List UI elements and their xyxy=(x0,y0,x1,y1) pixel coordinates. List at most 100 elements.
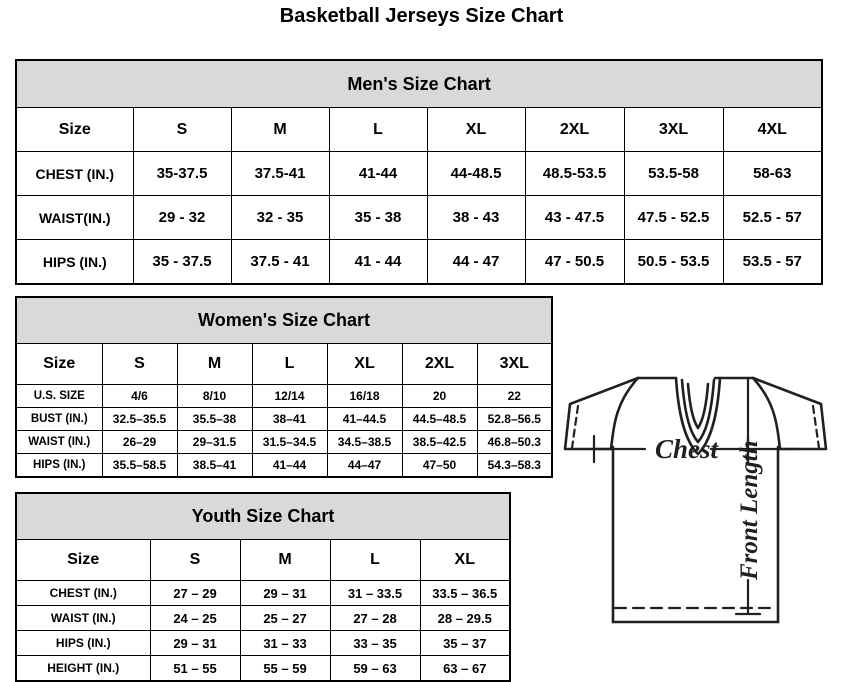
jersey-measurement-diagram: Chest Front Length xyxy=(548,352,843,674)
jersey-right-sleeve-hem xyxy=(811,404,821,450)
table-header-row: Size S M L XL 2XL 3XL 4XL xyxy=(15,107,823,152)
jersey-right-sleeve-outline xyxy=(751,376,828,451)
table-cell: 12/14 xyxy=(251,384,328,408)
table-cell: 38.5–42.5 xyxy=(401,430,478,454)
column-header-size: Size xyxy=(15,539,151,581)
table-row: WAIST (IN.) 26–29 29–31.5 31.5–34.5 34.5… xyxy=(15,430,553,454)
column-header-l: L xyxy=(251,343,328,385)
table-cell: 28 – 29.5 xyxy=(419,605,511,631)
table-cell: 53.5-58 xyxy=(623,151,724,196)
table-row: HIPS (IN.) 35.5–58.5 38.5–41 41–44 44–47… xyxy=(15,453,553,478)
table-cell: 37.5-41 xyxy=(230,151,330,196)
jersey-left-armhole xyxy=(609,376,640,451)
table-row: WAIST(IN.) 29 - 32 32 - 35 35 - 38 38 - … xyxy=(15,195,823,240)
column-header-2xl: 2XL xyxy=(401,343,478,385)
table-cell: 22 xyxy=(476,384,553,408)
row-label-hips: HIPS (IN.) xyxy=(15,453,103,478)
mens-chart-caption: Men's Size Chart xyxy=(15,59,823,108)
table-row: HIPS (IN.) 35 - 37.5 37.5 - 41 41 - 44 4… xyxy=(15,239,823,285)
table-cell: 34.5–38.5 xyxy=(326,430,403,454)
jersey-left-sleeve-outline xyxy=(563,376,640,451)
table-cell: 37.5 - 41 xyxy=(230,239,330,285)
column-header-3xl: 3XL xyxy=(476,343,553,385)
table-row: U.S. SIZE 4/6 8/10 12/14 16/18 20 22 xyxy=(15,384,553,408)
jersey-right-armhole xyxy=(751,376,782,451)
table-cell: 35 – 37 xyxy=(419,630,511,656)
table-cell: 51 – 55 xyxy=(149,655,241,682)
table-cell: 44 - 47 xyxy=(426,239,526,285)
column-header-m: M xyxy=(230,107,330,152)
row-label-height: HEIGHT (IN.) xyxy=(15,655,151,682)
womens-size-chart-table: Women's Size Chart Size S M L XL 2XL 3XL… xyxy=(15,296,554,478)
column-header-s: S xyxy=(132,107,232,152)
jersey-vneck-outer xyxy=(674,376,722,456)
table-cell: 52.5 - 57 xyxy=(722,195,823,240)
column-header-s: S xyxy=(101,343,178,385)
table-cell: 46.8–50.3 xyxy=(476,430,553,454)
column-header-xl: XL xyxy=(326,343,403,385)
column-header-l: L xyxy=(329,539,421,581)
table-row: BUST (IN.) 32.5–35.5 35.5–38 38–41 41–44… xyxy=(15,407,553,431)
table-cell: 32.5–35.5 xyxy=(101,407,178,431)
table-row: WAIST (IN.) 24 – 25 25 – 27 27 – 28 28 –… xyxy=(15,605,511,631)
womens-chart-caption: Women's Size Chart xyxy=(15,296,553,344)
table-cell: 41–44.5 xyxy=(326,407,403,431)
chest-label: Chest xyxy=(655,434,720,464)
column-header-2xl: 2XL xyxy=(524,107,625,152)
table-cell: 27 – 28 xyxy=(329,605,421,631)
table-header-row: Size S M L XL 2XL 3XL xyxy=(15,343,553,385)
table-cell: 44–47 xyxy=(326,453,403,478)
table-cell: 44-48.5 xyxy=(426,151,526,196)
table-cell: 33 – 35 xyxy=(329,630,421,656)
youth-chart-caption: Youth Size Chart xyxy=(15,492,511,540)
column-header-l: L xyxy=(328,107,428,152)
row-label-hips: HIPS (IN.) xyxy=(15,239,134,285)
table-cell: 47 - 50.5 xyxy=(524,239,625,285)
table-cell: 35-37.5 xyxy=(132,151,232,196)
table-cell: 44.5–48.5 xyxy=(401,407,478,431)
table-cell: 54.3–58.3 xyxy=(476,453,553,478)
row-label-waist: WAIST(IN.) xyxy=(15,195,134,240)
table-cell: 38 - 43 xyxy=(426,195,526,240)
column-header-m: M xyxy=(239,539,331,581)
table-cell: 31.5–34.5 xyxy=(251,430,328,454)
table-cell: 32 - 35 xyxy=(230,195,330,240)
table-cell: 43 - 47.5 xyxy=(524,195,625,240)
table-cell: 41-44 xyxy=(328,151,428,196)
table-header-row: Size S M L XL xyxy=(15,539,511,581)
table-caption-row: Youth Size Chart xyxy=(15,492,511,540)
table-row: HIPS (IN.) 29 – 31 31 – 33 33 – 35 35 – … xyxy=(15,630,511,656)
table-cell: 38.5–41 xyxy=(176,453,253,478)
table-cell: 55 – 59 xyxy=(239,655,331,682)
table-cell: 59 – 63 xyxy=(329,655,421,682)
table-cell: 47.5 - 52.5 xyxy=(623,195,724,240)
table-cell: 31 – 33 xyxy=(239,630,331,656)
table-cell: 38–41 xyxy=(251,407,328,431)
table-cell: 35.5–58.5 xyxy=(101,453,178,478)
row-label-bust: BUST (IN.) xyxy=(15,407,103,431)
column-header-size: Size xyxy=(15,107,134,152)
table-cell: 26–29 xyxy=(101,430,178,454)
table-cell: 35.5–38 xyxy=(176,407,253,431)
youth-size-chart-table: Youth Size Chart Size S M L XL CHEST (IN… xyxy=(15,492,511,682)
table-cell: 29–31.5 xyxy=(176,430,253,454)
row-label-hips: HIPS (IN.) xyxy=(15,630,151,656)
table-cell: 52.8–56.5 xyxy=(476,407,553,431)
jersey-vneck-inner xyxy=(686,382,710,430)
front-length-label: Front Length xyxy=(736,440,763,581)
column-header-3xl: 3XL xyxy=(623,107,724,152)
table-caption-row: Men's Size Chart xyxy=(15,59,823,108)
table-cell: 20 xyxy=(401,384,478,408)
table-cell: 31 – 33.5 xyxy=(329,580,421,606)
table-cell: 16/18 xyxy=(326,384,403,408)
row-label-us-size: U.S. SIZE xyxy=(15,384,103,408)
row-label-waist: WAIST (IN.) xyxy=(15,605,151,631)
mens-size-chart-table: Men's Size Chart Size S M L XL 2XL 3XL 4… xyxy=(15,59,824,285)
table-cell: 25 – 27 xyxy=(239,605,331,631)
table-caption-row: Women's Size Chart xyxy=(15,296,553,344)
column-header-size: Size xyxy=(15,343,103,385)
table-cell: 35 - 37.5 xyxy=(132,239,232,285)
table-cell: 48.5-53.5 xyxy=(524,151,625,196)
page-title: Basketball Jerseys Size Chart xyxy=(279,5,564,27)
jersey-vneck-middle xyxy=(680,378,716,444)
